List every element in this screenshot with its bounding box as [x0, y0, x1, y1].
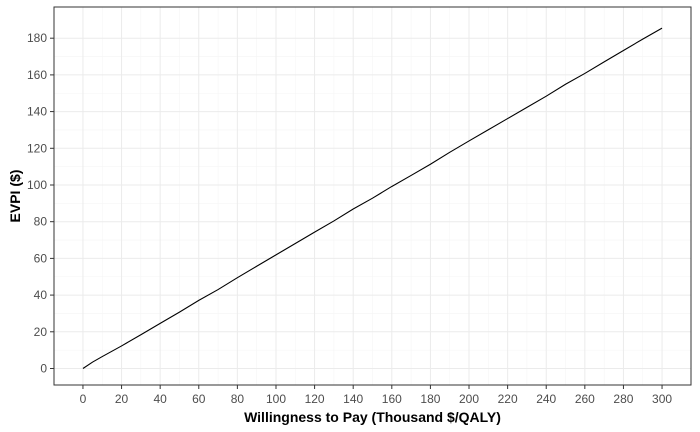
y-tick-label: 100 — [27, 178, 47, 192]
x-axis-title: Willingness to Pay (Thousand $/QALY) — [244, 409, 501, 425]
y-tick-label: 0 — [40, 361, 47, 375]
axis-ticks: 0 20 40 60 80 100 120 140 160 180 200 220 240 260 280 3… — [27, 31, 672, 406]
x-tick-label: 40 — [153, 392, 167, 406]
x-tick-label: 160 — [382, 392, 402, 406]
series-layer — [82, 27, 663, 369]
x-tick-label: 240 — [536, 392, 556, 406]
y-axis-title: EVPI ($) — [7, 170, 23, 223]
x-tick-label: 100 — [266, 392, 286, 406]
x-tick-label: 300 — [652, 392, 672, 406]
x-tick-label: 80 — [231, 392, 245, 406]
y-tick-label: 180 — [27, 31, 47, 45]
y-tick-label: 120 — [27, 141, 47, 155]
y-tick-label: 140 — [27, 105, 47, 119]
y-tick-label: 20 — [34, 325, 48, 339]
x-tick-label: 120 — [305, 392, 325, 406]
x-tick-label: 140 — [343, 392, 363, 406]
x-tick-label: 200 — [459, 392, 479, 406]
y-tick-label: 40 — [34, 288, 48, 302]
evpi-series-line — [82, 27, 663, 369]
x-tick-label: 220 — [498, 392, 518, 406]
x-tick-label: 20 — [115, 392, 129, 406]
x-tick-label: 280 — [613, 392, 633, 406]
grid-lines — [54, 7, 691, 385]
y-tick-label: 160 — [27, 68, 47, 82]
panel-border — [53, 6, 692, 386]
x-tick-label: 0 — [80, 392, 87, 406]
y-tick-label: 60 — [34, 251, 48, 265]
y-tick-label: 80 — [34, 215, 48, 229]
x-tick-label: 180 — [420, 392, 440, 406]
x-tick-label: 60 — [192, 392, 206, 406]
x-tick-label: 260 — [575, 392, 595, 406]
